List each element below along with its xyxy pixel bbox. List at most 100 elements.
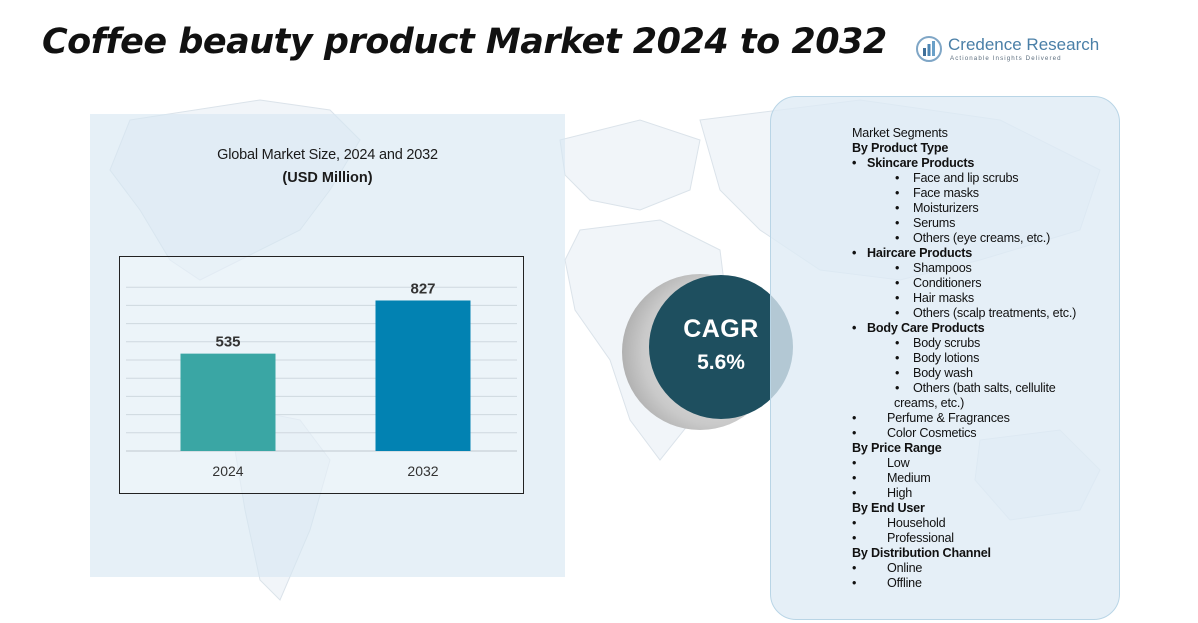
data-label-2024: 535 [215, 334, 240, 351]
segment-label: Low [887, 456, 910, 470]
segment-label: Household [887, 516, 946, 530]
segment-item: • Face masks [895, 186, 979, 201]
market-size-panel [90, 114, 565, 577]
segment-label: Moisturizers [913, 201, 979, 215]
segment-label: Others (bath salts, cellulite [913, 381, 1056, 395]
bullet-icon: • [852, 531, 857, 545]
chart-subtitle: (USD Million) [282, 170, 373, 186]
bullet-icon: • [852, 456, 857, 470]
bullet-icon: • [852, 321, 857, 335]
bar-2032 [375, 300, 471, 451]
bar-chart: 535 2024 827 2032 [126, 280, 517, 479]
bullet-icon: • [852, 426, 857, 440]
bullet-icon: • [852, 471, 857, 485]
segment-label: Perfume & Fragrances [887, 411, 1010, 425]
segment-item: • Offline [852, 576, 922, 591]
segment-label: Face masks [913, 186, 979, 200]
segment-label: Body scrubs [913, 336, 981, 350]
bullet-icon: • [895, 306, 900, 320]
bullet-icon: • [852, 486, 857, 500]
segment-label: Professional [887, 531, 954, 545]
bullet-icon: • [852, 576, 857, 590]
segment-item: • Professional [852, 531, 954, 546]
segment-item: • Low [852, 456, 910, 471]
bullet-icon: • [895, 231, 900, 245]
cagr-circle: CAGR 5.6% [649, 275, 793, 419]
segment-item: • Household [852, 516, 946, 531]
segment-label: Skincare Products [867, 156, 975, 170]
segment-label: Online [887, 561, 923, 575]
logo-name: Credence Research [948, 35, 1100, 54]
bullet-icon: • [895, 261, 900, 275]
bullet-icon: • [895, 351, 900, 365]
segment-label: Others (scalp treatments, etc.) [913, 306, 1077, 320]
segment-label: Haircare Products [867, 246, 973, 260]
segment-category: By Distribution Channel [852, 546, 991, 560]
credence-logo: Credence Research Actionable Insights De… [916, 34, 1100, 64]
segment-item: • Shampoos [895, 261, 972, 276]
bullet-icon: • [852, 411, 857, 425]
segment-label: Face and lip scrubs [913, 171, 1019, 185]
segment-item: • Moisturizers [895, 201, 979, 216]
segment-item: • Others (bath salts, cellulite [895, 381, 1056, 396]
bullet-icon: • [895, 201, 900, 215]
bullet-icon: • [852, 246, 857, 260]
segment-item: • Conditioners [895, 276, 982, 291]
logo-tagline: Actionable Insights Delivered [950, 55, 1062, 62]
segment-label: Others (eye creams, etc.) [913, 231, 1051, 245]
segment-label: Serums [913, 216, 956, 230]
segment-label: Medium [887, 471, 931, 485]
cagr-label: CAGR [683, 315, 759, 343]
segment-item: • Online [852, 561, 922, 576]
market-segments-panel [770, 96, 1120, 620]
segment-category: By Price Range [852, 441, 942, 455]
segment-item: • Serums [895, 216, 955, 231]
bullet-icon: • [895, 276, 900, 290]
segment-label: Body Care Products [867, 321, 985, 335]
bullet-icon: • [895, 186, 900, 200]
bar-2024 [180, 353, 276, 451]
bullet-icon: • [895, 216, 900, 230]
segment-item: • Haircare Products [852, 246, 972, 261]
segment-label: Color Cosmetics [887, 426, 977, 440]
bullet-icon: • [895, 291, 900, 305]
segment-item: • High [852, 486, 912, 501]
bullet-icon: • [895, 366, 900, 380]
segment-item: • Body lotions [895, 351, 979, 366]
segment-label: Body lotions [913, 351, 980, 365]
segments-heading: Market Segments [852, 126, 948, 140]
segment-item: • Body Care Products [852, 321, 985, 336]
segment-category: By End User [852, 501, 925, 515]
bullet-icon: • [852, 516, 857, 530]
bar-chart-logo-icon [916, 36, 942, 62]
x-tick-label-2024: 2024 [212, 463, 243, 479]
segment-item: • Face and lip scrubs [895, 171, 1019, 186]
x-tick-label-2032: 2032 [407, 463, 438, 479]
segment-item: • Color Cosmetics [852, 426, 977, 441]
segment-item: • Hair masks [895, 291, 974, 306]
bullet-icon: • [852, 561, 857, 575]
segment-item: • Skincare Products [852, 156, 974, 171]
data-label-2032: 827 [410, 280, 435, 297]
segment-item: • Body scrubs [895, 336, 980, 351]
segment-item: • Medium [852, 471, 931, 486]
segment-item: • Others (scalp treatments, etc.) [895, 306, 1076, 321]
segment-label: High [887, 486, 913, 500]
segment-item: • Body wash [895, 366, 973, 381]
page-title: Coffee beauty product Market 2024 to 203… [42, 22, 887, 62]
bullet-icon: • [852, 156, 857, 170]
segment-label: Conditioners [913, 276, 982, 290]
bullet-icon: • [895, 336, 900, 350]
segment-label: Offline [887, 576, 922, 590]
segment-item: • Perfume & Fragrances [852, 411, 1010, 426]
segment-label: Shampoos [913, 261, 972, 275]
segment-category: By Product Type [852, 141, 949, 155]
segment-item: • Others (eye creams, etc.) [895, 231, 1050, 246]
segment-item: creams, etc.) [894, 396, 965, 410]
cagr-value: 5.6% [697, 351, 745, 374]
bullet-icon: • [895, 171, 900, 185]
chart-title: Global Market Size, 2024 and 2032 [217, 147, 438, 163]
bullet-icon: • [895, 381, 900, 395]
chart-frame: 535 2024 827 2032 [119, 256, 524, 494]
segment-label: Hair masks [913, 291, 974, 305]
